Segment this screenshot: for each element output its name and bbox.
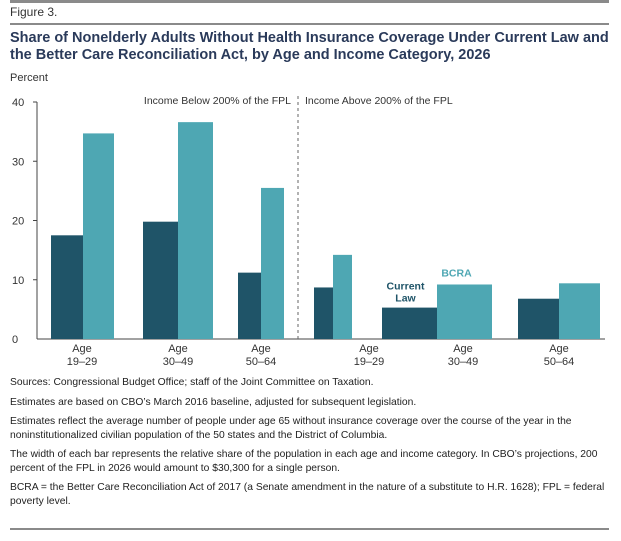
note-bar-width: The width of each bar represents the rel… xyxy=(10,449,598,474)
y-tick-label: 30 xyxy=(12,156,24,168)
bar-bcra xyxy=(333,254,352,339)
bar-current-law xyxy=(51,235,83,339)
note-baseline: Estimates are based on CBO’s March 2016 … xyxy=(10,396,417,408)
note-estimates: Estimates reflect the average number of … xyxy=(10,416,572,441)
chart-notes: Sources: Congressional Budget Office; st… xyxy=(10,376,610,514)
bar-bcra xyxy=(559,283,600,339)
bar-current-law xyxy=(518,298,559,339)
x-tick-label: 50–64 xyxy=(246,356,277,368)
y-axis-label: Percent xyxy=(10,72,48,84)
annotation-current-law: Current xyxy=(387,281,425,293)
x-tick-label: Age xyxy=(549,343,569,355)
x-tick-label: 19–29 xyxy=(67,356,98,368)
y-tick-label: 0 xyxy=(12,334,18,346)
bar-bcra xyxy=(83,133,114,339)
bar-bcra xyxy=(437,284,492,339)
bottom-rule xyxy=(10,528,609,530)
y-tick-label: 10 xyxy=(12,275,24,287)
bar-current-law xyxy=(238,272,261,339)
x-tick-label: 19–29 xyxy=(354,356,385,368)
x-tick-label: Age xyxy=(453,343,473,355)
x-tick-label: Age xyxy=(251,343,271,355)
x-tick-label: Age xyxy=(168,343,188,355)
annotation-bcra: BCRA xyxy=(441,267,472,279)
bar-bcra xyxy=(261,187,284,339)
x-tick-label: Age xyxy=(72,343,92,355)
panel-label-above-200: Income Above 200% of the FPL xyxy=(305,95,453,107)
panel-label-below-200: Income Below 200% of the FPL xyxy=(144,95,291,107)
chart-svg: Percent 0 10 20 30 40 Income Below 200% of the… xyxy=(10,72,605,368)
x-tick-label: 30–49 xyxy=(163,356,194,368)
x-tick-label: 30–49 xyxy=(448,356,479,368)
title-rule xyxy=(10,23,609,25)
x-tick-label: 50–64 xyxy=(544,356,575,368)
bar-current-law xyxy=(314,287,333,339)
note-abbreviations: BCRA = the Better Care Reconciliation Ac… xyxy=(10,482,605,507)
y-tick-label: 20 xyxy=(12,216,24,228)
bar-current-law xyxy=(143,221,178,339)
annotation-current-law: Law xyxy=(395,293,416,305)
x-tick-label: Age xyxy=(359,343,379,355)
figure-label: Figure 3. xyxy=(10,5,58,19)
note-sources: Sources: Congressional Budget Office; st… xyxy=(10,377,374,388)
y-tick-label: 40 xyxy=(12,97,24,109)
bar-current-law xyxy=(382,307,437,339)
top-rule xyxy=(10,0,609,3)
chart-title: Share of Nonelderly Adults Without Healt… xyxy=(10,30,609,63)
bar-bcra xyxy=(178,122,213,340)
